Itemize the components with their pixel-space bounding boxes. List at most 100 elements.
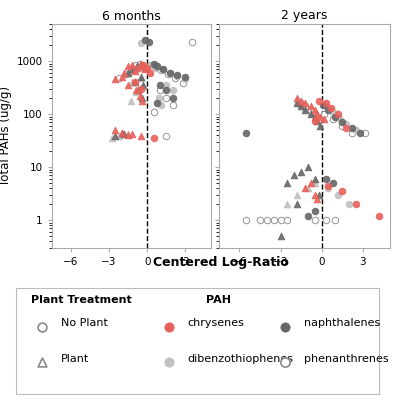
Point — [305, 164, 311, 170]
Point — [321, 111, 328, 117]
Point — [157, 87, 163, 94]
Point — [138, 74, 144, 80]
Point — [142, 64, 148, 71]
Point — [325, 182, 332, 189]
Point — [317, 123, 324, 129]
Point — [330, 116, 336, 122]
Point — [320, 102, 326, 108]
Point — [322, 103, 329, 110]
Point — [116, 75, 123, 81]
Point — [294, 192, 300, 198]
Point — [182, 74, 189, 80]
Point — [307, 103, 314, 110]
Point — [343, 121, 349, 127]
Point — [312, 208, 318, 214]
Point — [353, 201, 359, 208]
Point — [158, 102, 164, 108]
Point — [157, 82, 163, 88]
Point — [121, 131, 127, 137]
Point — [150, 60, 157, 67]
Text: 2 years: 2 years — [281, 10, 328, 22]
Point — [307, 111, 314, 117]
Point — [163, 87, 170, 94]
Point — [298, 103, 304, 110]
Point — [339, 188, 345, 194]
Point — [312, 118, 318, 124]
Point — [335, 192, 341, 198]
Text: 6 months: 6 months — [102, 10, 161, 22]
Point — [298, 100, 304, 106]
Point — [167, 70, 174, 76]
Point — [150, 109, 157, 115]
Point — [322, 176, 329, 182]
Point — [271, 217, 277, 224]
Point — [312, 113, 318, 120]
Point — [140, 62, 146, 68]
Point — [284, 180, 291, 186]
Text: Plant: Plant — [60, 354, 89, 364]
Point — [298, 101, 304, 107]
Point — [330, 180, 336, 186]
Point — [138, 62, 144, 68]
Point — [125, 69, 131, 75]
Point — [330, 109, 336, 115]
Point — [139, 95, 145, 101]
Point — [142, 66, 148, 72]
Point — [291, 172, 297, 179]
Point — [166, 323, 172, 330]
Point — [170, 87, 176, 94]
Point — [129, 131, 135, 137]
Point — [112, 76, 119, 83]
Point — [302, 105, 308, 111]
Point — [121, 70, 127, 76]
Point — [140, 64, 146, 70]
Point — [144, 64, 150, 71]
Point — [138, 75, 144, 81]
Point — [134, 64, 140, 71]
Text: phenanthrenes: phenanthrenes — [304, 354, 388, 364]
Point — [131, 79, 138, 85]
Point — [129, 79, 135, 85]
Point — [307, 109, 314, 115]
Point — [325, 107, 332, 113]
Y-axis label: Total PAHs (ug/g): Total PAHs (ug/g) — [0, 86, 12, 186]
Point — [312, 192, 318, 198]
Point — [305, 213, 311, 219]
Point — [119, 74, 125, 80]
Point — [139, 97, 145, 104]
Point — [170, 102, 176, 108]
Point — [302, 100, 308, 106]
Point — [134, 62, 140, 69]
Point — [138, 86, 144, 92]
Text: Plant Treatment: Plant Treatment — [31, 295, 131, 305]
Point — [116, 133, 123, 140]
Point — [284, 217, 291, 224]
Point — [159, 67, 166, 73]
Point — [294, 201, 300, 208]
Point — [125, 82, 131, 88]
Point — [159, 66, 166, 72]
Point — [125, 131, 131, 137]
Point — [170, 95, 176, 101]
Point — [182, 76, 189, 83]
Point — [353, 127, 359, 133]
Point — [312, 107, 318, 113]
Point — [133, 89, 139, 95]
Point — [174, 73, 180, 79]
Text: naphthalenes: naphthalenes — [304, 318, 380, 328]
Point — [163, 82, 170, 88]
Point — [302, 185, 308, 192]
Point — [277, 217, 284, 224]
Point — [164, 70, 171, 77]
Point — [298, 169, 304, 176]
Point — [376, 213, 382, 219]
Point — [131, 68, 138, 74]
Point — [294, 95, 300, 101]
Point — [145, 39, 152, 45]
Point — [119, 129, 125, 136]
Point — [133, 87, 139, 94]
Point — [322, 217, 329, 224]
Point — [131, 66, 138, 72]
Point — [339, 119, 345, 126]
Point — [316, 116, 322, 122]
